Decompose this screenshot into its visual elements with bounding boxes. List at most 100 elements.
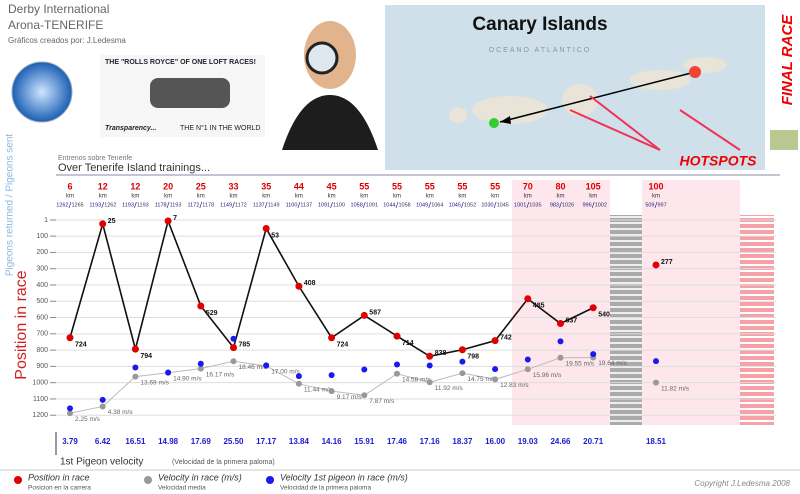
slash <box>68 201 72 209</box>
first-velocity: 16.51 <box>125 437 146 446</box>
legend-marker <box>266 476 274 484</box>
copyright: Copyright J.Ledesma 2008 <box>694 479 790 488</box>
velocity-label: 13.69 m/s <box>140 379 169 386</box>
first-velocity: 24.66 <box>550 437 571 446</box>
velocity-point <box>394 361 400 368</box>
final-loft <box>689 66 701 78</box>
position-label: 724 <box>337 342 349 349</box>
legend-label: Velocity in race (m/s) <box>158 472 242 482</box>
position-point <box>230 344 237 352</box>
velocity-label: 19.55 m/s <box>566 361 595 368</box>
slash <box>559 201 562 209</box>
position-point <box>393 332 401 340</box>
returned: 1178 <box>155 202 167 208</box>
distance: 55 <box>425 181 435 191</box>
position-label: 7 <box>173 215 177 222</box>
slash <box>297 201 301 209</box>
returned: 996 <box>583 202 592 208</box>
returned: 983 <box>550 202 559 208</box>
distance-unit: km <box>262 194 270 200</box>
promo-transparency: Transparency... <box>105 125 156 132</box>
velocity-row-subtitle: (Velocidad de la primera paloma) <box>172 459 275 466</box>
first-velocity: 17.46 <box>387 437 408 446</box>
slash <box>330 201 333 209</box>
position-point <box>164 217 172 225</box>
section-title: Over Tenerife Island trainings... <box>58 162 210 174</box>
distance-unit: km <box>131 194 139 200</box>
sent: 1064 <box>431 202 443 208</box>
velocity-point <box>328 372 335 379</box>
velocity-label: 14.75 m/s <box>467 376 496 383</box>
first-velocity: 20.71 <box>583 437 604 446</box>
slash <box>654 201 658 209</box>
distance: 55 <box>490 181 500 191</box>
velocity-point <box>361 392 368 399</box>
distance-unit: km <box>491 194 499 200</box>
distance: 12 <box>130 181 140 191</box>
velocity-point <box>99 396 106 403</box>
legend-sublabel: Posicion en la carrera <box>28 485 91 492</box>
y-label-top: Pigeons returned / Pigeons sent <box>5 134 16 277</box>
velocity-point <box>230 358 237 365</box>
distance: 100 <box>648 181 663 191</box>
distance: 6 <box>67 181 72 191</box>
first-velocity: 17.69 <box>191 437 212 446</box>
returned: 1044 <box>383 202 395 208</box>
returned: 1172 <box>187 202 199 208</box>
first-velocity: 17.17 <box>256 437 277 446</box>
hotspots-label: HOTSPOTS <box>679 153 757 169</box>
position-point <box>295 282 303 290</box>
position-label: 25 <box>108 218 116 225</box>
position-point <box>426 352 434 360</box>
slash <box>363 201 366 209</box>
position-point <box>557 320 564 328</box>
sent: 1193 <box>137 202 149 208</box>
velocity-point <box>263 362 270 369</box>
position-point <box>491 337 499 345</box>
first-velocity: 16.00 <box>485 437 506 446</box>
slash <box>428 201 431 209</box>
y-tick-label: 1200 <box>32 412 48 419</box>
map-title: Canary Islands <box>472 14 607 35</box>
legend-sublabel: Velocidad de la primera paloma <box>280 485 371 492</box>
first-velocity: 19.03 <box>518 437 539 446</box>
velocity-point <box>653 358 659 365</box>
velocity-point <box>524 356 531 363</box>
velocity-point <box>492 376 499 383</box>
velocity-label: 11.92 m/s <box>435 385 464 392</box>
distance: 70 <box>523 181 533 191</box>
velocity-label: 9.17 m/s <box>337 394 363 401</box>
slash <box>199 201 203 209</box>
velocity-row-title: 1st Pigeon velocity <box>60 457 143 468</box>
position-label: 587 <box>369 309 381 316</box>
position-label: 408 <box>304 280 316 287</box>
velocity-point <box>328 388 335 395</box>
sent: 997 <box>658 202 667 208</box>
returned: 1030 <box>481 202 493 208</box>
first-velocity: 3.79 <box>62 437 78 446</box>
velocity-point <box>165 369 172 376</box>
band <box>610 215 642 425</box>
money <box>770 130 798 150</box>
map-ocean: OCEANO ATLANTICO <box>489 47 592 54</box>
sent: 1149 <box>268 202 280 208</box>
y-tick-label: 800 <box>36 347 48 354</box>
y-tick-label: 300 <box>36 266 48 273</box>
legend-label: Position in race <box>28 472 90 482</box>
legend-marker <box>14 476 22 484</box>
position-label: 724 <box>75 342 87 349</box>
velocity-point <box>590 351 597 358</box>
slash <box>395 201 399 209</box>
velocity-label: 4.38 m/s <box>108 409 134 416</box>
velocity-label: 11.44 m/s <box>304 387 333 394</box>
position-point <box>99 220 107 228</box>
y-tick-label: 400 <box>36 282 48 289</box>
velocity-point <box>230 335 237 342</box>
distance: 80 <box>555 181 565 191</box>
velocity-point <box>426 362 433 369</box>
distance-unit: km <box>230 194 238 200</box>
slash <box>591 201 595 209</box>
position-point <box>589 304 597 312</box>
man-suit <box>282 95 378 150</box>
